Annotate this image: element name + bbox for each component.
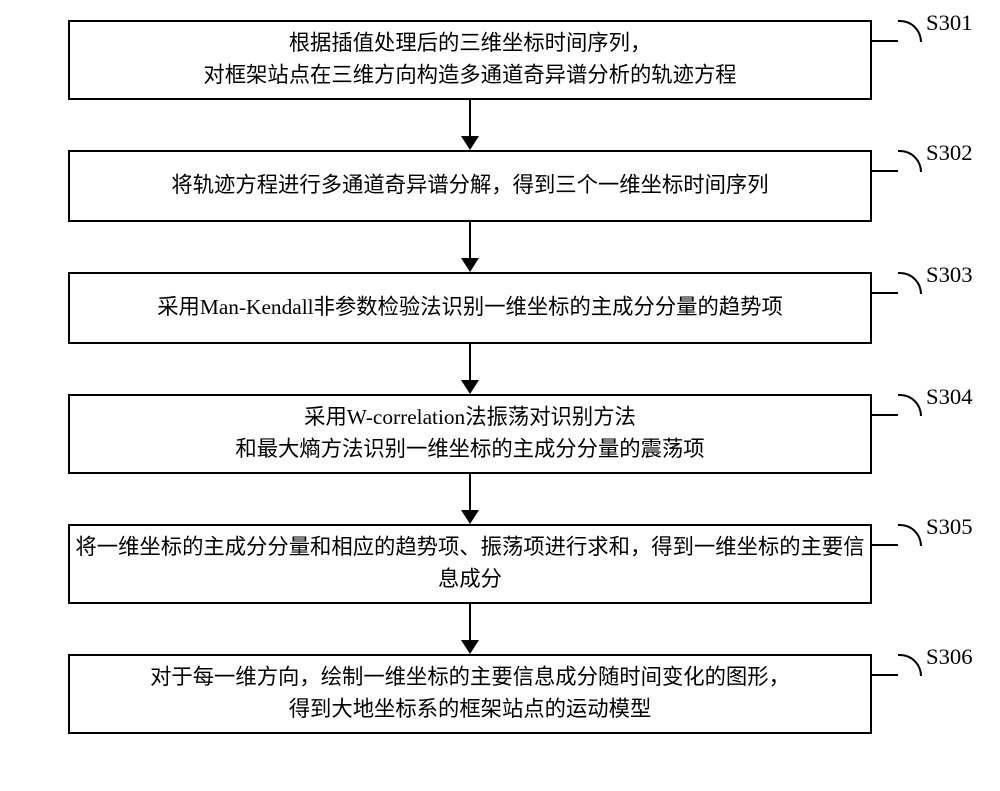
arrow-shaft [469, 100, 471, 138]
leader-line [872, 674, 898, 676]
step-label-s304: S304 [926, 384, 973, 410]
leader-curve [898, 654, 922, 676]
flowchart-canvas: 根据插值处理后的三维坐标时间序列，对框架站点在三维方向构造多通道奇异谱分析的轨迹… [0, 0, 1000, 791]
arrow-head-icon [461, 640, 479, 654]
step-text-line: 对框架站点在三维方向构造多通道奇异谱分析的轨迹方程 [203, 60, 736, 92]
step-text-line: 根据插值处理后的三维坐标时间序列， [289, 28, 652, 60]
step-text-line: 将一维坐标的主成分分量和相应的趋势项、振荡项进行求和，得到一维坐标的主要信 [75, 532, 864, 564]
step-text-line: 采用Man-Kendall非参数检验法识别一维坐标的主成分分量的趋势项 [157, 292, 783, 324]
leader-line [872, 292, 898, 294]
arrow-shaft [469, 344, 471, 382]
leader-line [872, 170, 898, 172]
step-box-s305: 将一维坐标的主成分分量和相应的趋势项、振荡项进行求和，得到一维坐标的主要信息成分 [68, 524, 872, 604]
arrow-shaft [469, 222, 471, 260]
leader-curve [898, 20, 922, 42]
step-box-s306: 对于每一维方向，绘制一维坐标的主要信息成分随时间变化的图形，得到大地坐标系的框架… [68, 654, 872, 734]
arrow-head-icon [461, 258, 479, 272]
step-text-line: 对于每一维方向，绘制一维坐标的主要信息成分随时间变化的图形， [150, 662, 790, 694]
step-box-s301: 根据插值处理后的三维坐标时间序列，对框架站点在三维方向构造多通道奇异谱分析的轨迹… [68, 20, 872, 100]
step-text-line: 得到大地坐标系的框架站点的运动模型 [289, 694, 652, 726]
leader-curve [898, 394, 922, 416]
step-text-line: 将轨迹方程进行多通道奇异谱分解，得到三个一维坐标时间序列 [171, 170, 768, 202]
step-box-s303: 采用Man-Kendall非参数检验法识别一维坐标的主成分分量的趋势项 [68, 272, 872, 344]
leader-curve [898, 272, 922, 294]
step-label-s305: S305 [926, 514, 973, 540]
step-label-s303: S303 [926, 262, 973, 288]
leader-line [872, 544, 898, 546]
arrow-head-icon [461, 136, 479, 150]
step-box-s304: 采用W-correlation法振荡对识别方法和最大熵方法识别一维坐标的主成分分… [68, 394, 872, 474]
leader-line [872, 40, 898, 42]
leader-curve [898, 524, 922, 546]
step-label-s306: S306 [926, 644, 973, 670]
step-text-line: 采用W-correlation法振荡对识别方法 [304, 402, 636, 434]
arrow-head-icon [461, 380, 479, 394]
leader-curve [898, 150, 922, 172]
arrow-shaft [469, 604, 471, 642]
step-text-line: 息成分 [438, 564, 502, 596]
arrow-shaft [469, 474, 471, 512]
step-label-s302: S302 [926, 140, 973, 166]
step-box-s302: 将轨迹方程进行多通道奇异谱分解，得到三个一维坐标时间序列 [68, 150, 872, 222]
leader-line [872, 414, 898, 416]
step-label-s301: S301 [926, 10, 973, 36]
arrow-head-icon [461, 510, 479, 524]
step-text-line: 和最大熵方法识别一维坐标的主成分分量的震荡项 [235, 434, 704, 466]
